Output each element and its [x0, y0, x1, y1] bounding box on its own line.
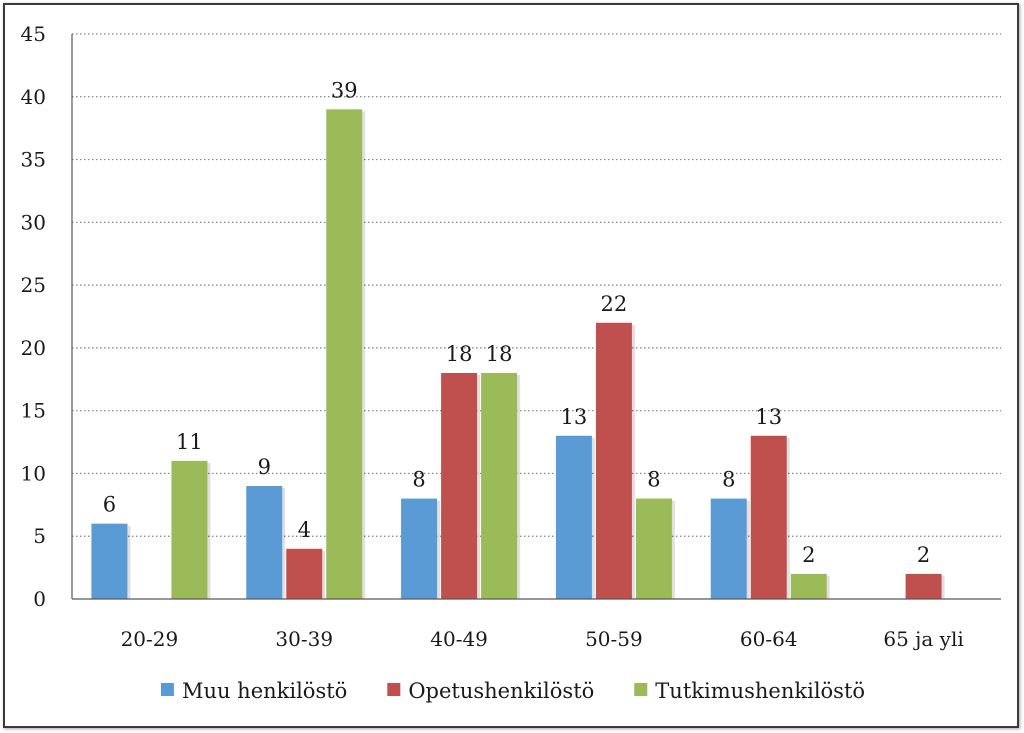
y-tick-label: 0 [33, 587, 46, 611]
bar-shadow [517, 375, 521, 599]
legend-label: Muu henkilöstö [182, 679, 347, 703]
legend-swatch [634, 683, 648, 696]
bar [326, 109, 363, 599]
y-tick-label: 20 [21, 336, 46, 360]
bar-shadow [362, 111, 366, 599]
bar [246, 486, 283, 599]
data-label: 11 [176, 430, 203, 454]
gridlines [72, 33, 1001, 537]
bar [710, 498, 747, 599]
legend-label: Opetushenkilöstö [408, 679, 594, 703]
bar-shadow [322, 550, 326, 599]
data-label: 8 [647, 468, 660, 492]
y-tick-label: 30 [21, 210, 46, 234]
x-axis: 20-29 30-39 40-49 50-59 60-64 65 ja yli [72, 598, 1001, 651]
data-label: 2 [802, 543, 815, 567]
y-tick-label: 10 [21, 461, 46, 485]
legend-item: Opetushenkilöstö [387, 679, 594, 703]
x-tick-label: 50-59 [585, 627, 643, 651]
data-label: 18 [446, 342, 473, 366]
data-label: 13 [755, 405, 782, 429]
x-tick-label: 20-29 [121, 627, 179, 651]
y-axis: 0 5 10 15 20 25 30 35 40 45 [21, 22, 73, 611]
chart-frame: 0 5 10 15 20 25 30 35 40 45 6 11 9 4 39 8 18 18 13 22 8 8 13 2… [3, 3, 1019, 728]
x-tick-label: 60-64 [740, 627, 798, 651]
bar-shadow [746, 500, 750, 599]
bar [401, 498, 438, 599]
legend-label: Tutkimushenkilöstö [655, 679, 865, 703]
bar [91, 523, 128, 599]
data-label: 39 [331, 78, 358, 102]
legend-swatch [387, 683, 401, 696]
bar [635, 498, 672, 599]
data-label: 22 [601, 292, 628, 316]
bar-shadow [591, 437, 595, 599]
x-tick-label: 30-39 [275, 627, 333, 651]
y-tick-label: 45 [21, 22, 46, 46]
bar-shadow [477, 375, 481, 599]
legend-swatch [160, 683, 174, 696]
data-label: 9 [258, 455, 271, 479]
data-label: 6 [103, 493, 116, 517]
bar-shadow [631, 324, 635, 599]
bar [555, 435, 592, 599]
y-tick-label: 15 [21, 399, 46, 423]
bar [905, 573, 942, 599]
data-label: 13 [561, 405, 588, 429]
bar-shadow [671, 500, 675, 599]
bar-shadow [826, 575, 830, 599]
bar-shadow [437, 500, 441, 599]
y-tick-label: 5 [33, 524, 46, 548]
data-label: 2 [917, 543, 930, 567]
data-label: 4 [298, 518, 311, 542]
data-label: 8 [722, 468, 735, 492]
legend: Muu henkilöstö Opetushenkilöstö Tutkimushe… [160, 679, 865, 703]
bar [790, 573, 827, 599]
bar-shadow [207, 462, 211, 599]
data-label: 18 [486, 342, 513, 366]
x-tick-label: 65 ja yli [883, 627, 963, 651]
bar-shadow [941, 575, 945, 599]
data-label: 8 [412, 468, 425, 492]
bar [286, 548, 323, 599]
bars [91, 109, 945, 599]
bar [441, 373, 478, 599]
y-tick-label: 25 [21, 273, 46, 297]
bar [171, 460, 208, 599]
x-tick-label: 40-49 [430, 627, 488, 651]
bar [595, 322, 632, 599]
y-tick-label: 35 [21, 148, 46, 172]
bar-shadow [127, 525, 131, 599]
legend-item: Muu henkilöstö [160, 679, 347, 703]
legend-item: Tutkimushenkilöstö [634, 679, 865, 703]
bar-shadow [786, 437, 790, 599]
bar [750, 435, 787, 599]
y-tick-label: 40 [21, 85, 46, 109]
bar-shadow [282, 488, 286, 599]
bar [481, 373, 518, 599]
